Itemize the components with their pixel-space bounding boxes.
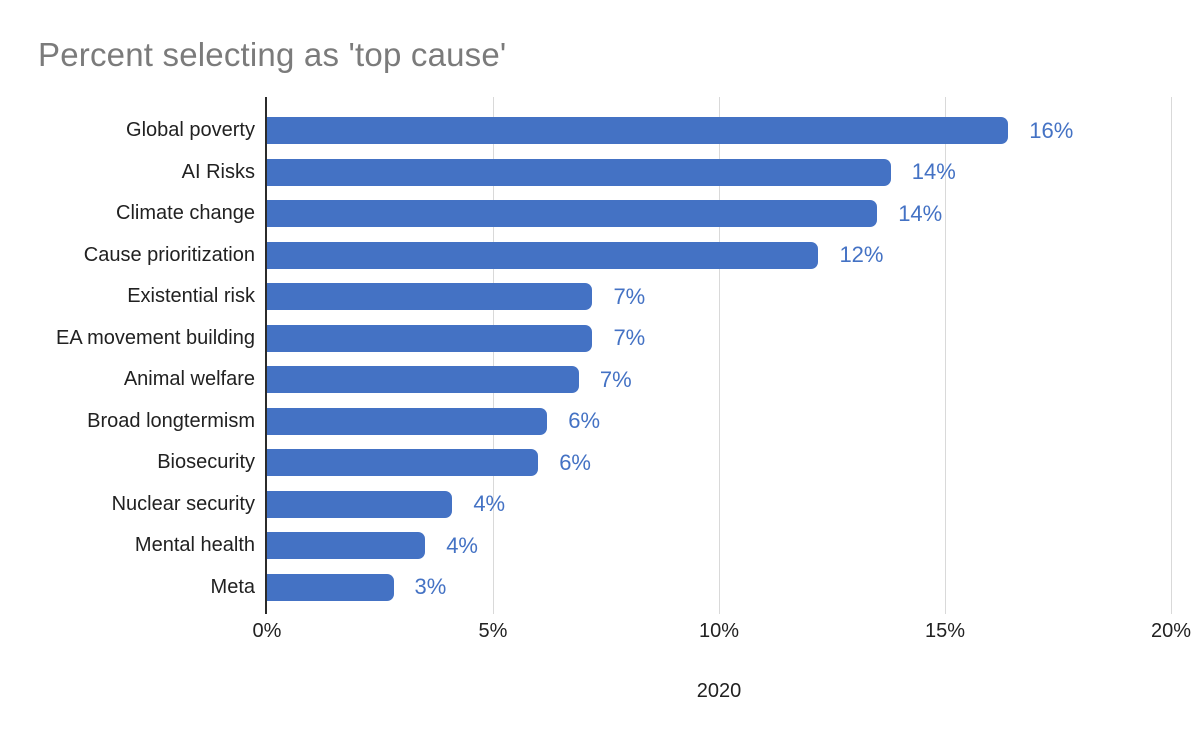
category-label: Existential risk: [127, 285, 255, 308]
bar-value-label: 6%: [568, 408, 601, 434]
bar: [267, 490, 453, 518]
y-axis-line: [265, 97, 267, 614]
bar-value-label: 14%: [898, 200, 943, 226]
plot-area: 16% 14% 14% 12% 7% 7% 7% 6% 6% 4% 4% 3%: [265, 97, 1172, 614]
bar-row: 12%: [267, 235, 1171, 277]
x-tick-label: 20%: [1150, 620, 1192, 642]
bar: [267, 532, 426, 560]
category-label: Mental health: [134, 534, 255, 557]
bar-row: 7%: [267, 359, 1171, 401]
bar: [267, 200, 878, 228]
category-label: Animal welfare: [123, 368, 255, 391]
bar: [267, 366, 579, 394]
category-label: Nuclear security: [111, 492, 255, 515]
category-label: AI Risks: [181, 160, 255, 183]
category-label: Broad longtermism: [87, 409, 255, 432]
category-label: Cause prioritization: [83, 243, 255, 266]
bar-row: 4%: [267, 525, 1171, 567]
bar-row: 14%: [267, 193, 1171, 235]
bar-row: 7%: [267, 318, 1171, 360]
bar-value-label: 12%: [839, 242, 884, 268]
bar-row: 3%: [267, 567, 1171, 609]
category-label: Global poverty: [126, 119, 255, 142]
bar: [267, 283, 593, 311]
bar-row: 6%: [267, 401, 1171, 443]
bar-value-label: 7%: [613, 325, 646, 351]
category-label: Meta: [210, 575, 255, 598]
bar-row: 4%: [267, 484, 1171, 526]
x-tick-label: 0%: [252, 620, 282, 642]
bar-row: 14%: [267, 152, 1171, 194]
gridline: [944, 97, 946, 614]
bar-row: 16%: [267, 110, 1171, 152]
category-label: Climate change: [116, 202, 255, 225]
bar-row: 7%: [267, 276, 1171, 318]
category-label: Biosecurity: [157, 451, 255, 474]
gridline: [718, 97, 720, 614]
x-tick-label: 10%: [698, 620, 740, 642]
bar-row: 6%: [267, 442, 1171, 484]
bar: [267, 117, 1009, 145]
bar-value-label: 16%: [1029, 117, 1074, 143]
bar-value-label: 4%: [446, 532, 478, 558]
bar: [267, 324, 593, 352]
bar-value-label: 6%: [559, 449, 591, 475]
bar: [267, 573, 394, 601]
bar: [267, 241, 819, 269]
bar-value-label: 3%: [414, 574, 447, 600]
gridline: [1170, 97, 1172, 614]
bar-value-label: 4%: [473, 491, 506, 517]
bar-value-label: 14%: [911, 159, 956, 185]
x-axis-title: 2020: [696, 680, 742, 702]
category-label: EA movement building: [55, 326, 255, 349]
bars-layer: 16% 14% 14% 12% 7% 7% 7% 6% 6% 4% 4% 3%: [267, 110, 1171, 608]
x-tick-label: 5%: [478, 620, 508, 642]
category-axis-labels: Global poverty AI Risks Climate change Caus…: [0, 110, 267, 608]
gridline: [492, 97, 494, 614]
bar-value-label: 7%: [599, 366, 632, 392]
x-tick-label: 15%: [924, 620, 966, 642]
bar: [267, 158, 891, 186]
bar-value-label: 7%: [613, 283, 646, 309]
bar: [267, 407, 548, 435]
bar: [267, 449, 539, 477]
chart-title: Percent selecting as 'top cause': [38, 36, 507, 73]
